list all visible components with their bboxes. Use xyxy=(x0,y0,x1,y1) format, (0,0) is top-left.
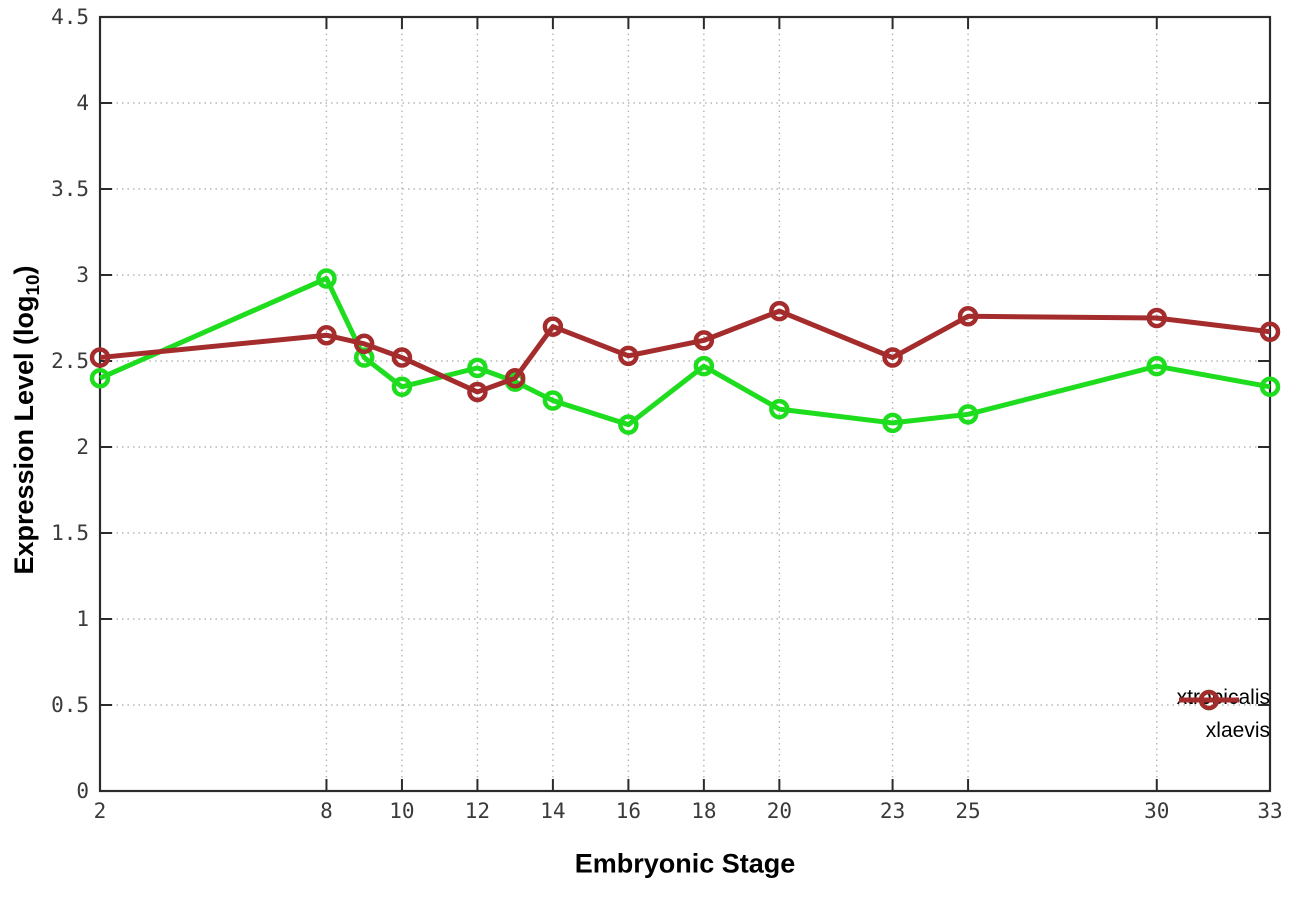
series-xtropicalis-marker xyxy=(882,412,903,434)
series-xlaevis-marker xyxy=(882,347,903,368)
legend-item-xlaevis: xlaevis xyxy=(1177,689,1270,743)
series-xtropicalis-line xyxy=(98,275,1271,428)
x-tick-label: 18 xyxy=(691,799,716,823)
legend: xtropicalis xlaevis xyxy=(1177,686,1270,743)
y-axis-title-close: ) xyxy=(8,265,39,275)
x-tick-label: 30 xyxy=(1144,799,1169,823)
series-xtropicalis-marker xyxy=(618,414,639,435)
series-xtropicalis-marker xyxy=(316,268,337,289)
y-tick-label: 1.5 xyxy=(51,521,89,545)
series-xlaevis-marker xyxy=(769,300,790,322)
legend-sample-xlaevis-icon xyxy=(1178,689,1239,711)
y-axis-title-subscript: 10 xyxy=(23,274,45,296)
x-tick-label: 25 xyxy=(955,799,980,823)
series-xlaevis-marker xyxy=(89,347,111,368)
series-xlaevis-marker xyxy=(957,306,979,327)
series-xtropicalis-marker xyxy=(1259,376,1281,398)
series-xlaevis-marker xyxy=(542,316,564,337)
series-xtropicalis-marker xyxy=(391,376,413,398)
x-tick-label: 12 xyxy=(465,799,490,823)
plot-border xyxy=(98,15,1272,793)
series-xtropicalis-marker xyxy=(769,398,790,420)
x-tick-label: 20 xyxy=(767,799,792,823)
x-axis-title: Embryonic Stage xyxy=(574,848,796,879)
series-xlaevis-marker xyxy=(316,324,337,346)
series-xlaevis-marker xyxy=(504,367,526,389)
series-xlaevis-marker xyxy=(618,345,639,367)
series-xtropicalis-marker xyxy=(89,367,111,389)
y-tick-label: 0.5 xyxy=(51,693,89,717)
y-tick-label: 0 xyxy=(76,779,89,803)
series-xtropicalis-marker xyxy=(467,357,488,379)
series-xtropicalis-marker xyxy=(542,390,564,411)
series-xtropicalis-marker xyxy=(693,355,715,377)
x-tick-label: 23 xyxy=(880,799,905,823)
y-tick-label: 1 xyxy=(76,607,89,631)
series-xlaevis-marker xyxy=(467,381,488,403)
x-tick-label: 16 xyxy=(616,799,641,823)
series-xlaevis-marker xyxy=(1259,321,1281,343)
x-tick-label: 33 xyxy=(1257,799,1282,823)
series-xlaevis-marker xyxy=(693,330,715,351)
y-axis-title: Expression Level (log10) xyxy=(9,265,45,574)
y-tick-label: 3 xyxy=(76,263,89,287)
legend-label-xlaevis: xlaevis xyxy=(1205,719,1270,742)
series-xtropicalis-marker xyxy=(957,404,979,425)
x-tick-label: 14 xyxy=(540,799,565,823)
y-axis-title-main: Expression Level (log xyxy=(8,295,39,575)
series-xlaevis-marker xyxy=(391,347,413,368)
x-tick-label: 8 xyxy=(320,799,333,823)
y-tick-label: 2 xyxy=(76,435,89,459)
y-tick-label: 4 xyxy=(76,91,89,115)
x-tick-label: 2 xyxy=(94,799,107,823)
y-tick-label: 3.5 xyxy=(51,177,89,201)
x-tick-label: 10 xyxy=(389,799,414,823)
series-xlaevis-marker xyxy=(1146,307,1168,329)
y-tick-label: 2.5 xyxy=(51,349,89,373)
series-xlaevis-marker xyxy=(353,333,375,355)
y-tick-label: 4.5 xyxy=(51,5,89,29)
series-xtropicalis-marker xyxy=(1146,355,1168,377)
